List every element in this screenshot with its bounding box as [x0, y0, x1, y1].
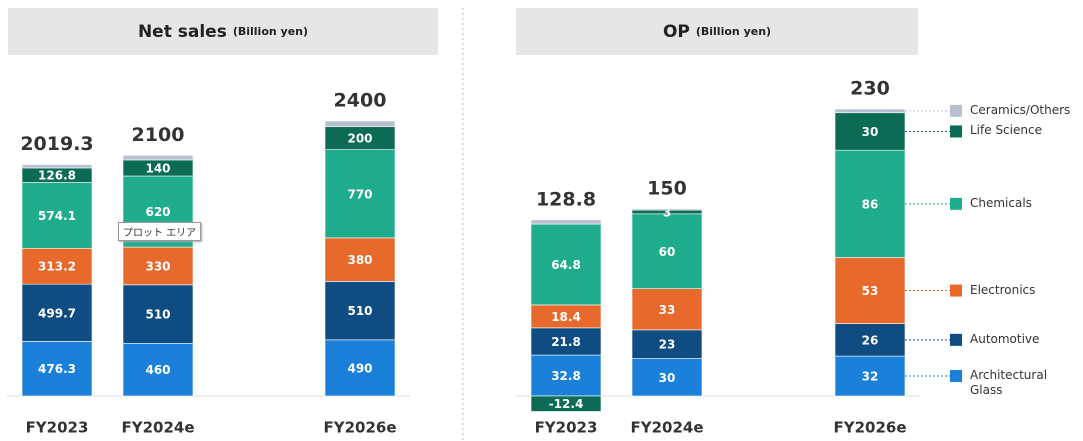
data-label: 18.4 [551, 310, 581, 324]
bar-segment [834, 355, 906, 397]
chart-subtitle: (Billion yen) [233, 25, 308, 38]
data-label: 476.3 [38, 362, 76, 376]
header-bar [8, 8, 438, 55]
data-label: 330 [145, 259, 170, 273]
legend-swatch [950, 125, 962, 138]
bar-segment [834, 257, 906, 324]
x-tick-label: FY2024e [630, 419, 703, 437]
legend-label: Automotive [970, 331, 1040, 346]
bar-segment [122, 155, 194, 161]
bar-segment [631, 208, 703, 211]
data-label: 510 [347, 304, 372, 318]
data-label: 32 [862, 370, 879, 384]
bar-segment [21, 164, 93, 169]
data-label: 200 [347, 132, 372, 146]
data-label: 620 [145, 205, 170, 219]
data-label: -12.4 [549, 397, 584, 411]
total-label: 2019.3 [20, 133, 93, 155]
data-label: 140 [145, 161, 170, 175]
bar-segment [631, 358, 703, 397]
data-label: 32.8 [551, 369, 581, 383]
legend-label: Architectural Glass [970, 368, 1048, 398]
legend-swatch [950, 333, 962, 346]
data-label: 21.8 [551, 335, 581, 349]
data-label: 490 [347, 361, 372, 375]
legend-label: Electronics [970, 282, 1036, 297]
data-label: 33 [659, 303, 676, 317]
bar-segment [21, 283, 93, 342]
data-label: 770 [347, 187, 372, 201]
bar-segment [21, 341, 93, 397]
bar-segment [834, 149, 906, 258]
x-tick-label: FY2024e [121, 419, 194, 437]
bar-segment [530, 354, 602, 397]
bar-segment [324, 237, 396, 282]
data-label: 53 [862, 284, 879, 298]
tooltip: プロット エリア [118, 222, 202, 241]
bar-segment [530, 327, 602, 356]
data-label: 460 [145, 363, 170, 377]
chart-title-text: OP [663, 22, 690, 42]
bar-segment [21, 247, 93, 285]
legend-label: Ceramics/Others [970, 102, 1071, 117]
bar-segment [324, 281, 396, 341]
bar-segment [324, 149, 396, 239]
bar-segment [324, 339, 396, 397]
bar-segment [122, 342, 194, 397]
bar-segment [530, 395, 602, 412]
chart-title: OP (Billion yen) [663, 22, 771, 42]
legend-swatch [950, 284, 962, 297]
x-tick-label: FY2026e [323, 419, 396, 437]
total-label: 2100 [132, 124, 185, 146]
data-label: 574.1 [38, 209, 76, 223]
total-label: 230 [850, 78, 890, 100]
x-tick-label: FY2026e [833, 419, 906, 437]
bar-segment [631, 329, 703, 359]
legend-swatch [950, 197, 962, 210]
data-label: 380 [347, 253, 372, 267]
bar-segment [530, 223, 602, 306]
chart-subtitle: (Billion yen) [696, 25, 771, 38]
chart-title-text: Net sales [138, 22, 227, 42]
bar-segment [834, 112, 906, 151]
bar-segment [631, 213, 703, 289]
data-label: 86 [862, 197, 879, 211]
bar-segment [631, 288, 703, 331]
x-tick-label: FY2023 [535, 419, 598, 437]
data-label: 499.7 [38, 306, 76, 320]
bar-segment [530, 219, 602, 225]
total-label: 2400 [334, 90, 387, 112]
data-label: 3 [663, 205, 671, 219]
x-tick-label: FY2023 [26, 419, 89, 437]
data-label: 23 [659, 338, 676, 352]
legend-label: Life Science [970, 123, 1042, 138]
legend-label: Chemicals [970, 195, 1032, 210]
data-label: 510 [145, 308, 170, 322]
data-label: 26 [862, 333, 879, 347]
data-label: 30 [659, 371, 676, 385]
bar-segment [834, 108, 906, 114]
legend-swatch [950, 104, 962, 117]
bar-segment [21, 182, 93, 249]
chart-title: Net sales (Billion yen) [138, 22, 308, 42]
data-label: 30 [862, 125, 879, 139]
data-label: 313.2 [38, 260, 76, 274]
bar-segment [324, 120, 396, 128]
total-label: 128.8 [536, 188, 596, 210]
total-label: 150 [647, 177, 687, 199]
data-label: 60 [659, 245, 676, 259]
data-label: 64.8 [551, 258, 581, 272]
data-label: 126.8 [38, 169, 76, 183]
header-bar [516, 8, 918, 55]
legend-swatch [950, 370, 962, 383]
